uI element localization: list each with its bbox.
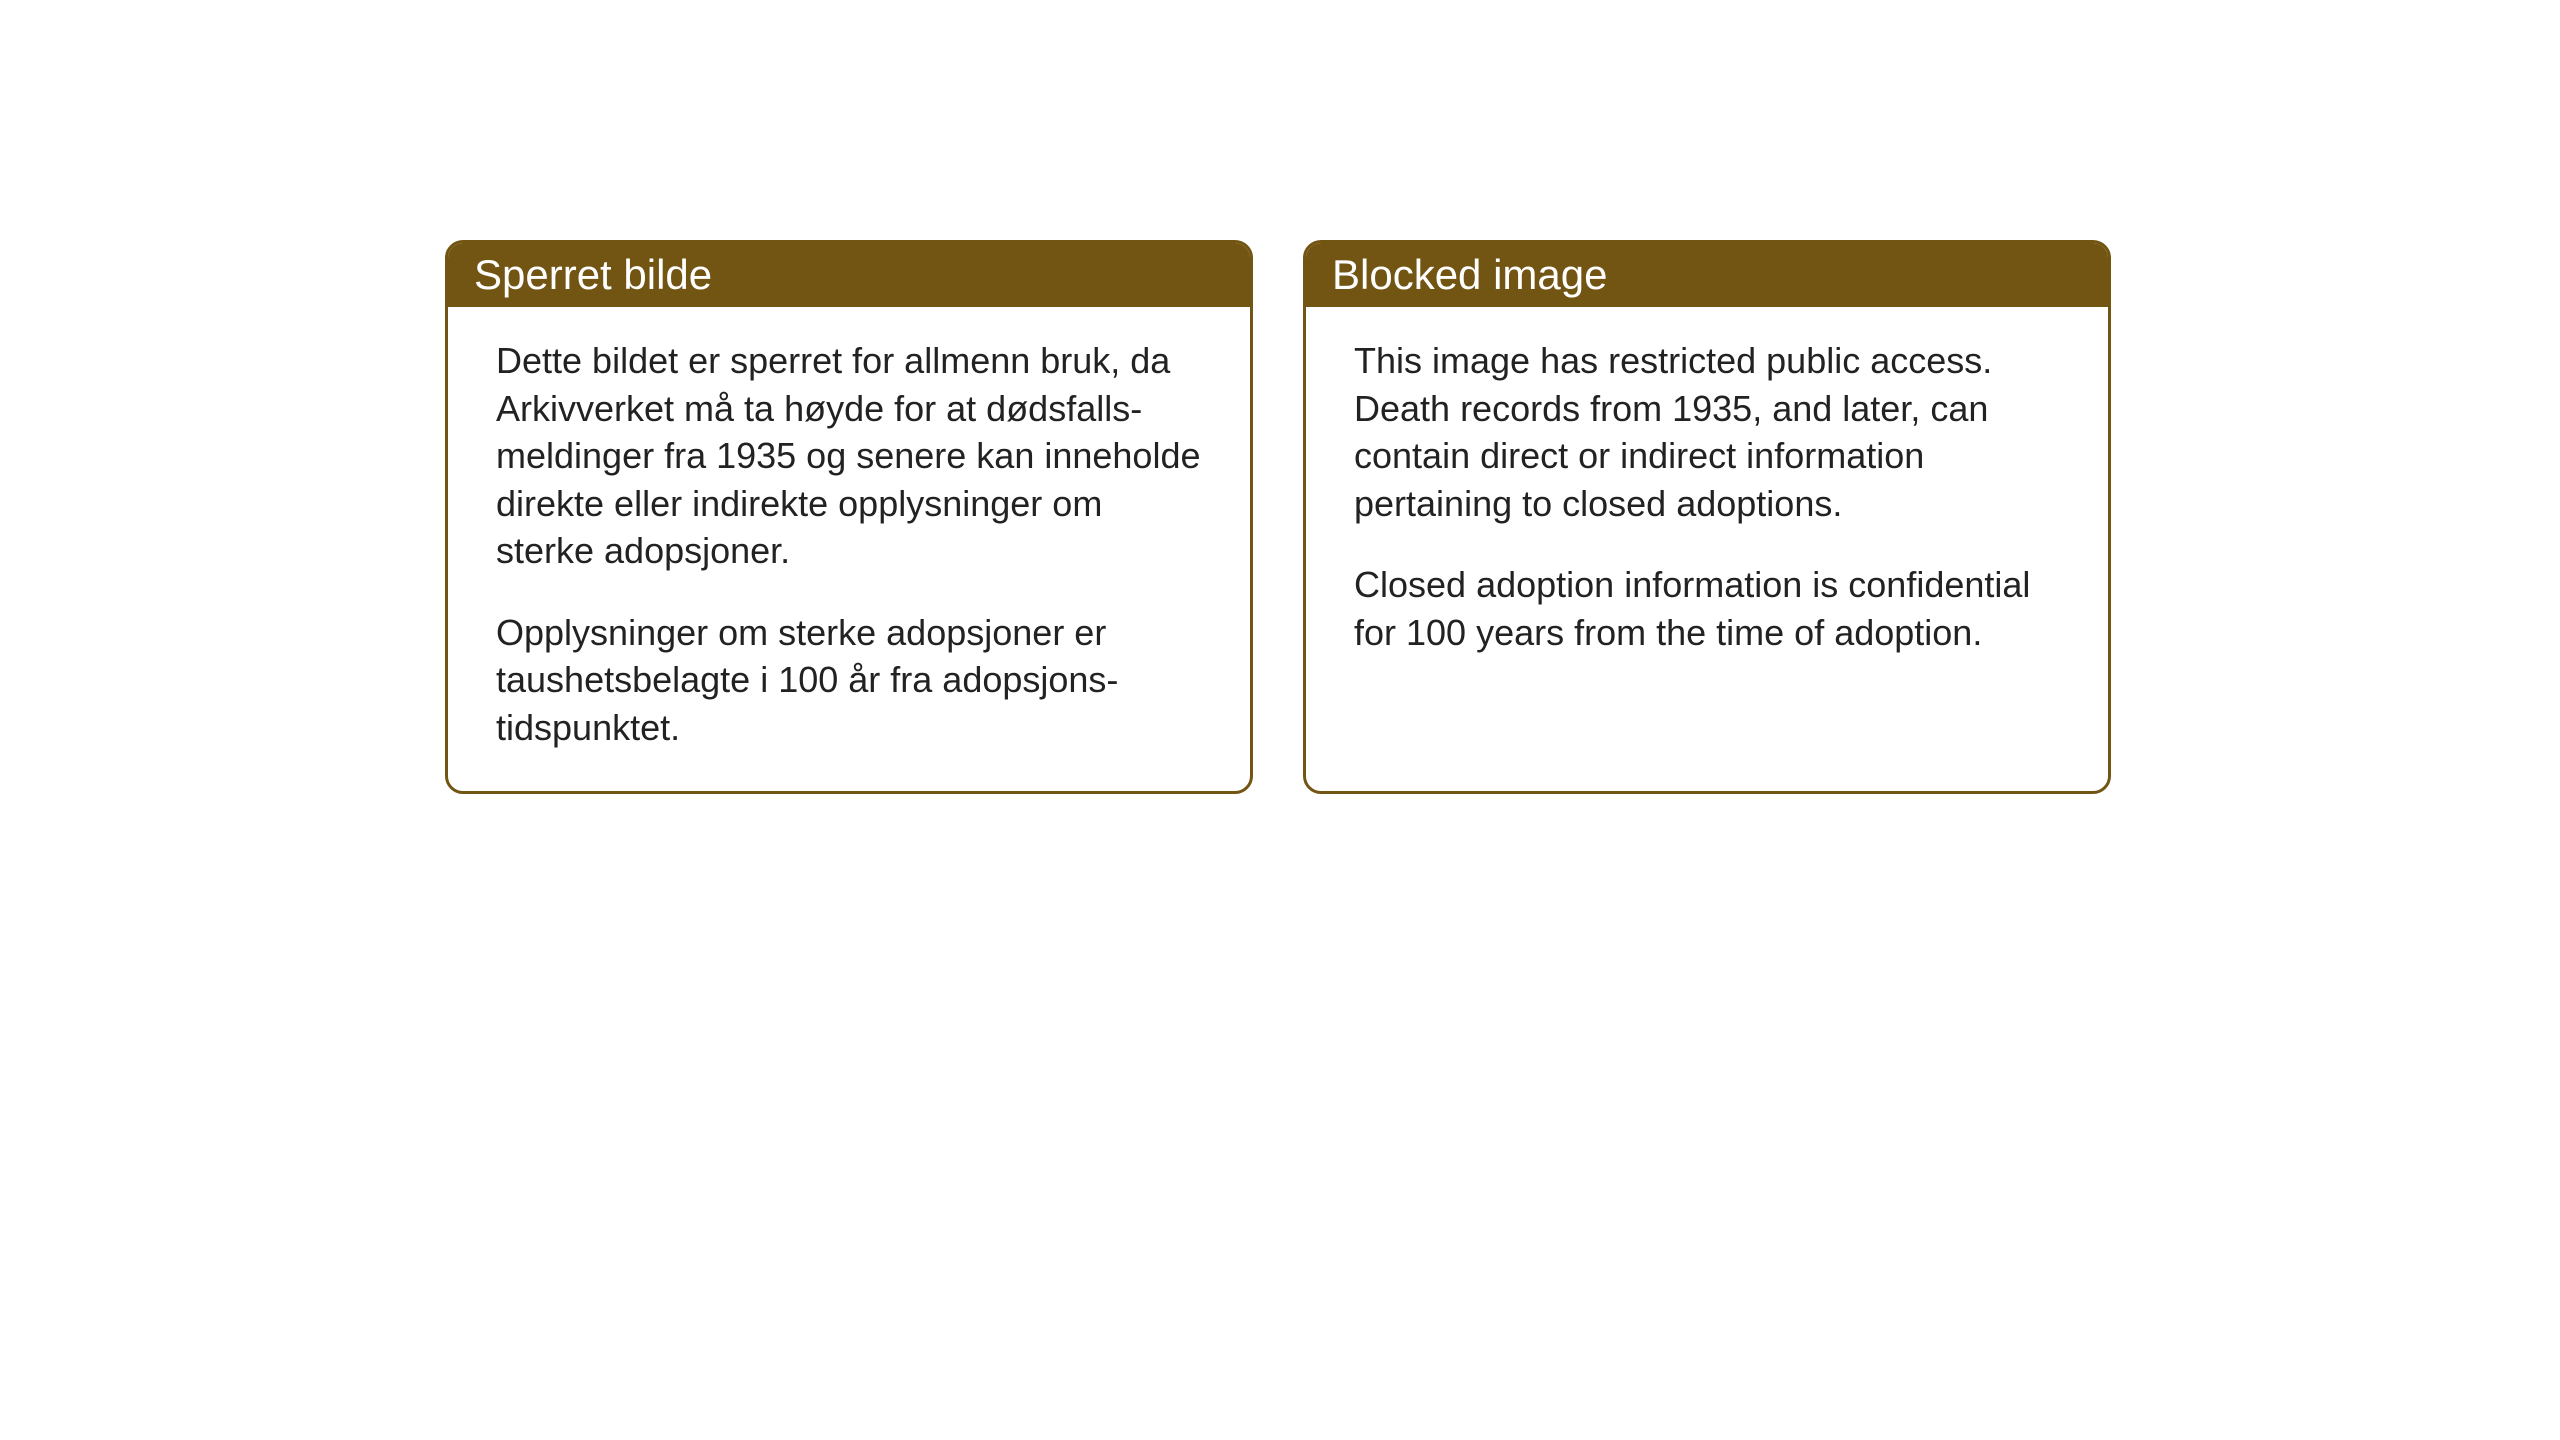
notice-header-english: Blocked image	[1306, 243, 2108, 307]
notice-paragraph: This image has restricted public access.…	[1354, 337, 2060, 527]
notice-card-norwegian: Sperret bilde Dette bildet er sperret fo…	[445, 240, 1253, 794]
notice-paragraph: Opplysninger om sterke adopsjoner er tau…	[496, 609, 1202, 752]
notice-body-english: This image has restricted public access.…	[1306, 307, 2108, 757]
notice-paragraph: Closed adoption information is confident…	[1354, 561, 2060, 656]
notice-header-norwegian: Sperret bilde	[448, 243, 1250, 307]
notice-container: Sperret bilde Dette bildet er sperret fo…	[445, 240, 2111, 794]
notice-body-norwegian: Dette bildet er sperret for allmenn bruk…	[448, 307, 1250, 791]
notice-card-english: Blocked image This image has restricted …	[1303, 240, 2111, 794]
notice-paragraph: Dette bildet er sperret for allmenn bruk…	[496, 337, 1202, 575]
